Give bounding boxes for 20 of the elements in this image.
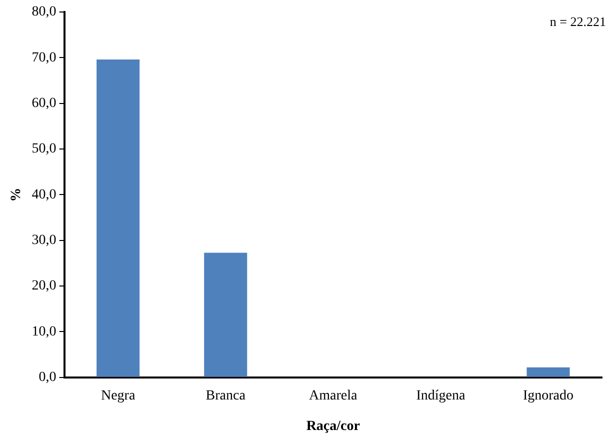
y-tick-label: 10,0	[32, 324, 56, 340]
y-tick-label: 70,0	[32, 50, 56, 66]
x-tick-label: Indígena	[416, 388, 466, 404]
y-tick-label: 60,0	[32, 96, 56, 112]
y-tick-label: 40,0	[32, 187, 56, 202]
y-tick-label: 80,0	[32, 4, 56, 20]
x-axis-title: Raça/cor	[306, 419, 360, 434]
x-tick-label: Ignorado	[522, 388, 574, 404]
y-axis-title: %	[9, 188, 24, 202]
bar	[526, 367, 570, 377]
x-tick-label: Negra	[100, 388, 136, 404]
y-tick-label: 30,0	[32, 233, 56, 248]
y-tick-label: 0,0	[38, 370, 56, 386]
bar	[204, 252, 248, 377]
annotation: n = 22.221	[550, 14, 606, 30]
y-tick-label: 20,0	[32, 278, 56, 294]
x-tick-label: Branca	[206, 388, 246, 404]
y-tick-label: 50,0	[32, 142, 56, 157]
bar	[96, 60, 140, 377]
x-tick-label: Amarela	[309, 388, 358, 404]
